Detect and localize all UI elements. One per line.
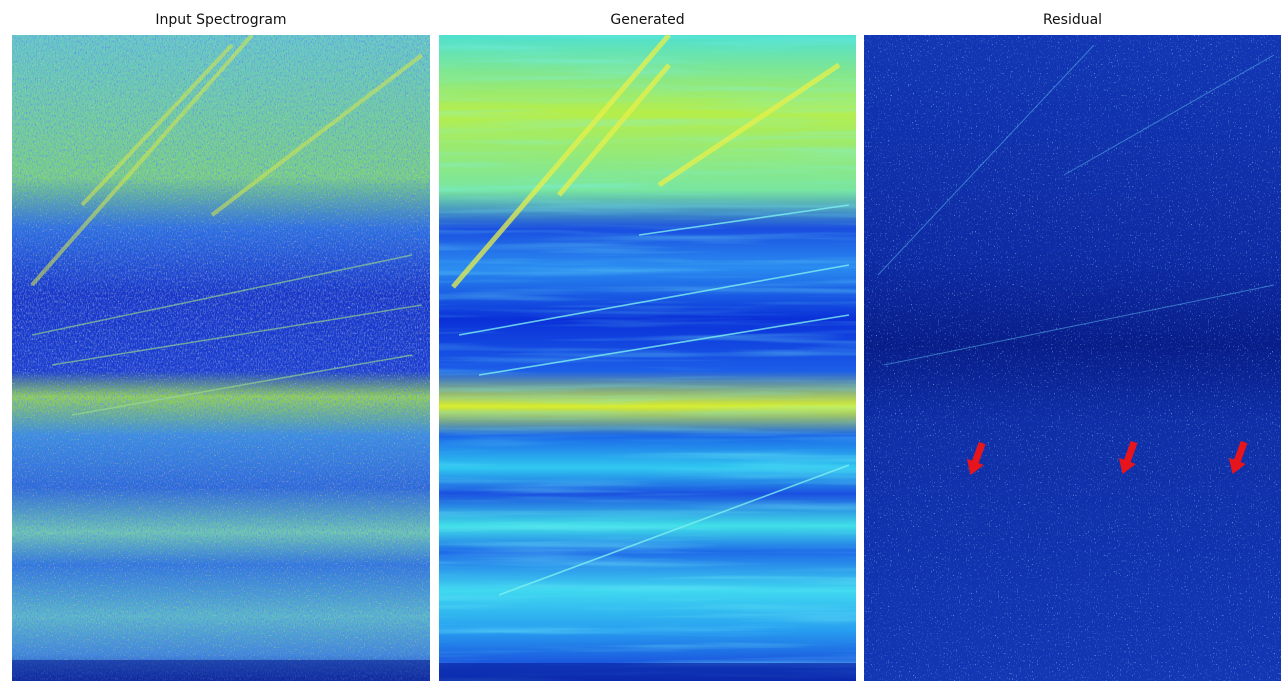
panel-title-input-spectrogram: Input Spectrogram xyxy=(155,12,287,28)
residual-image xyxy=(864,35,1281,681)
panel-title-generated: Generated xyxy=(610,12,685,28)
annotation-arrows xyxy=(966,440,1248,476)
input-spectrogram-image xyxy=(12,35,430,681)
generated-image xyxy=(439,35,856,681)
panel-title-residual: Residual xyxy=(1042,12,1103,28)
